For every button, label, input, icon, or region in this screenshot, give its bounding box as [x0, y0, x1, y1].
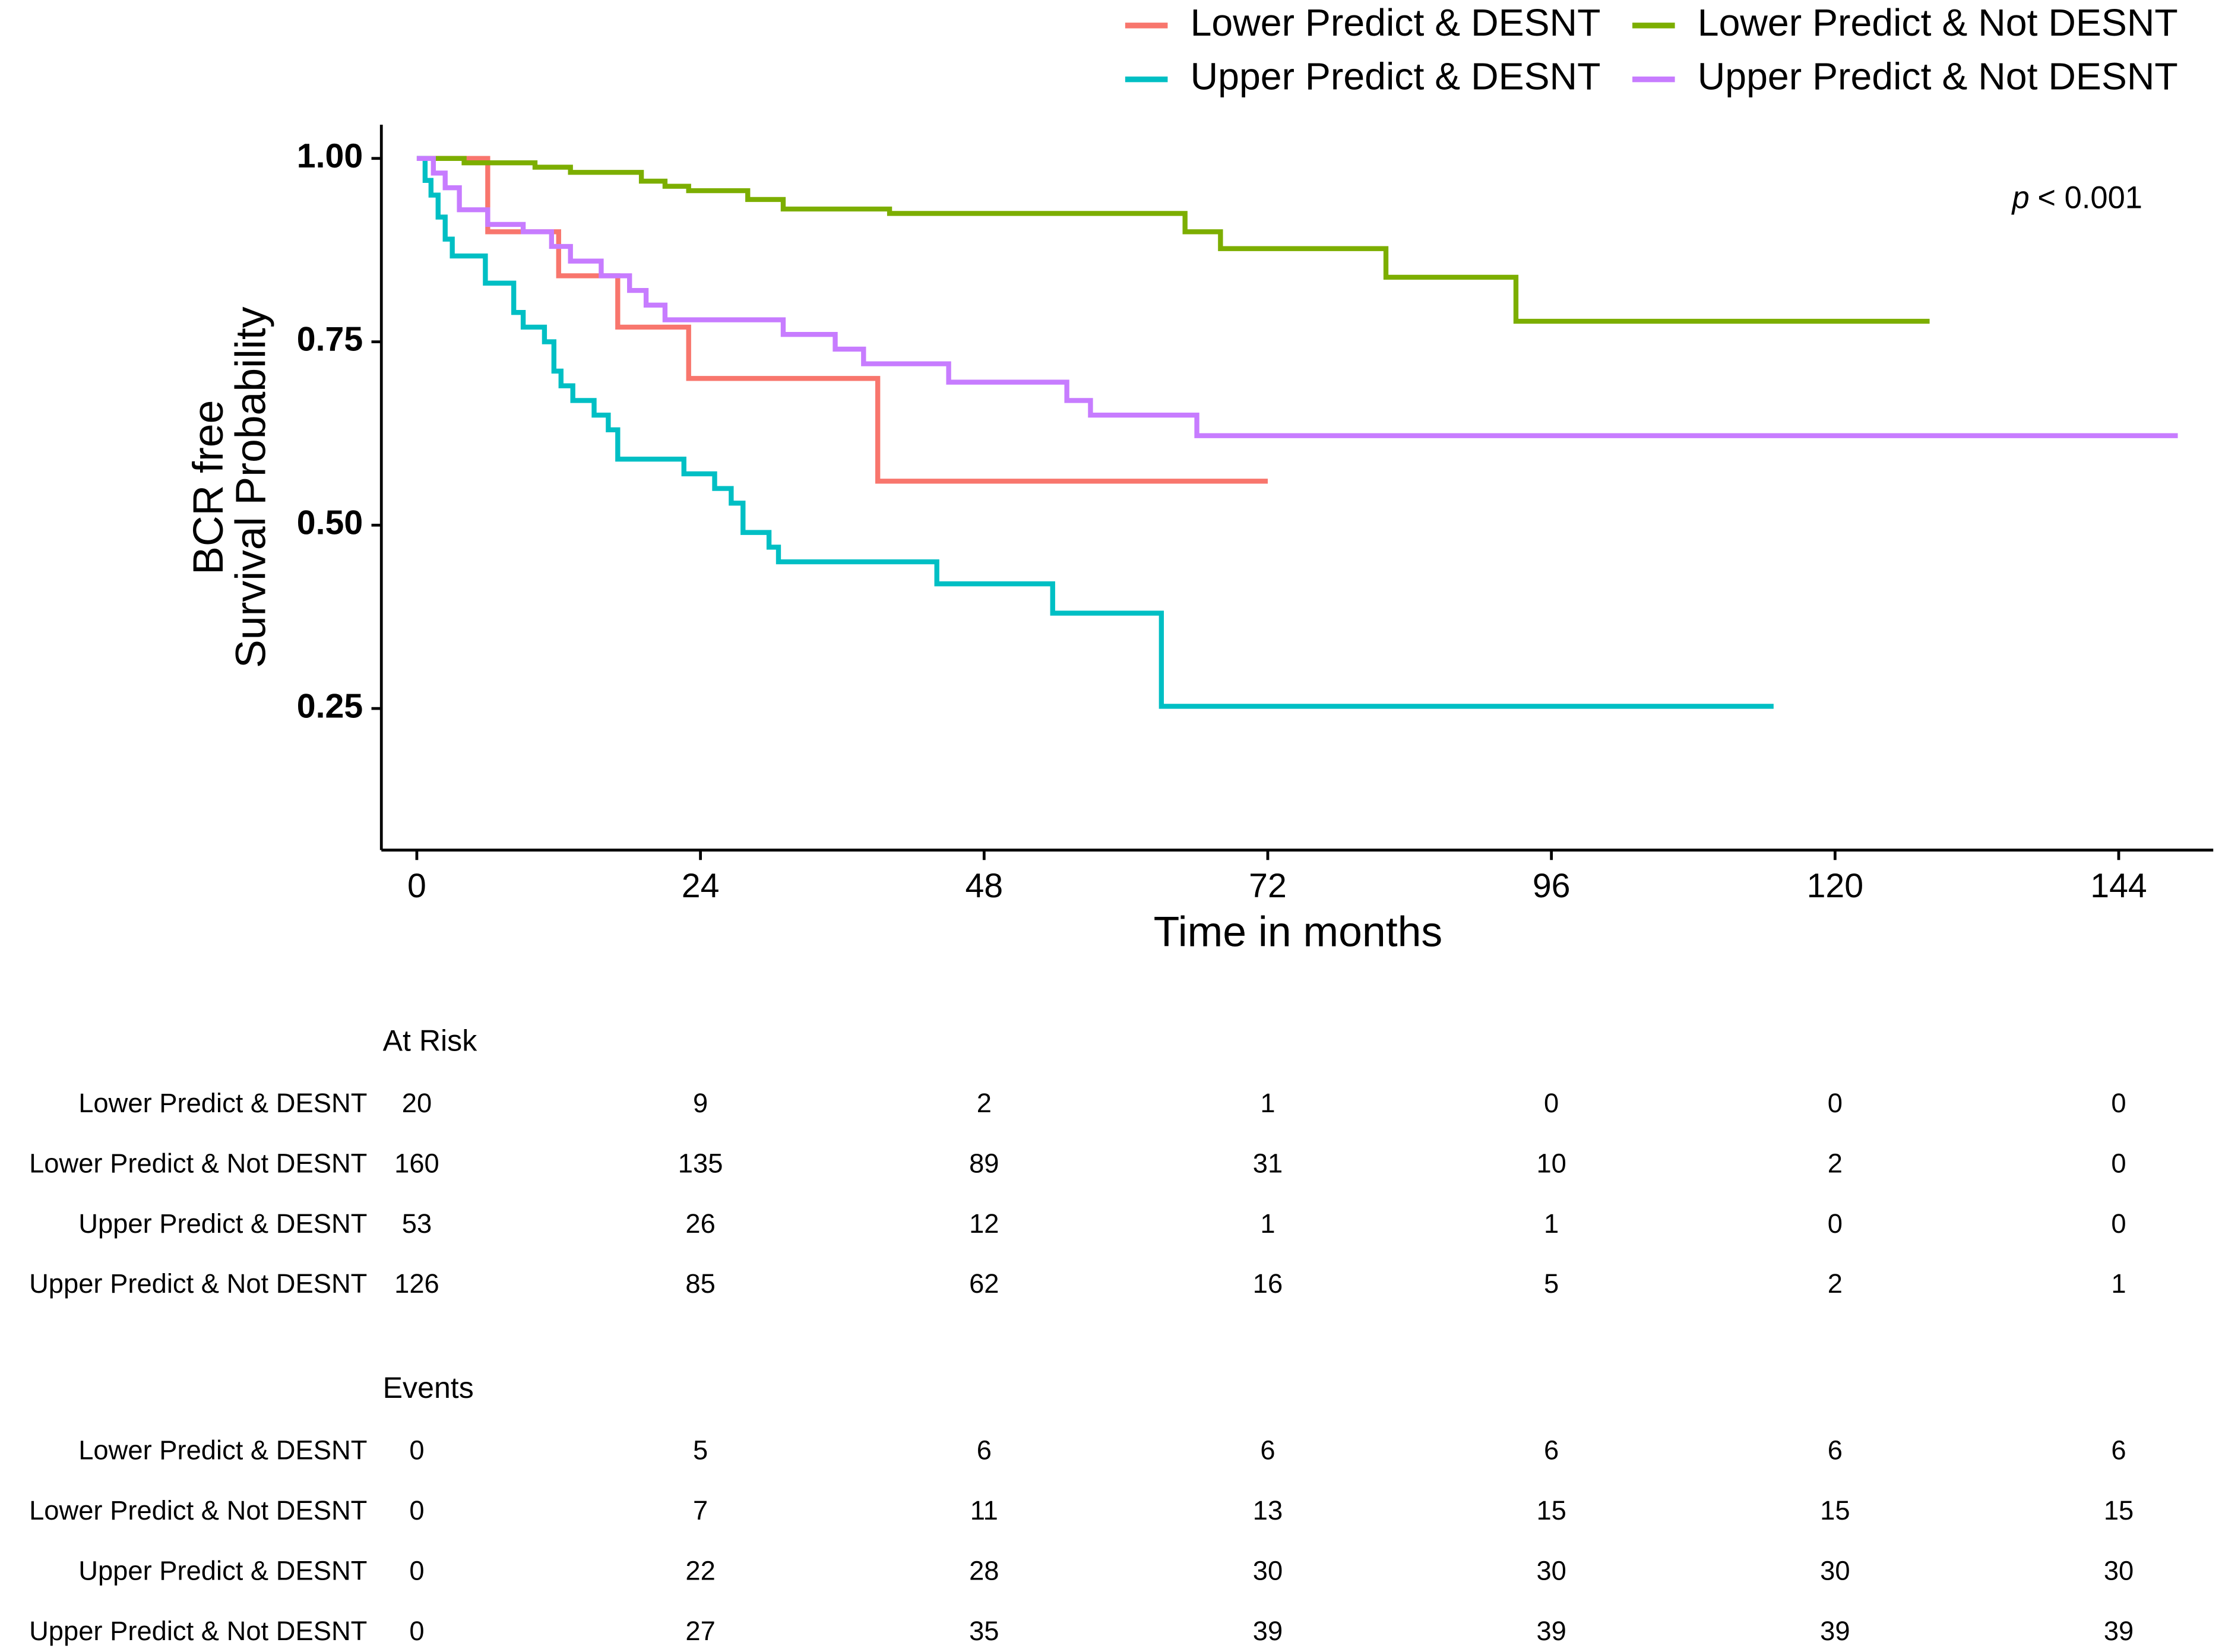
table-cell: 13 [1253, 1495, 1283, 1526]
table-cell: 1 [1544, 1208, 1559, 1239]
table-cell: 5 [693, 1435, 708, 1466]
table-row-label: Upper Predict & DESNT [78, 1208, 367, 1239]
table-cell: 0 [409, 1616, 424, 1646]
table-row-label: Upper Predict & DESNT [78, 1555, 367, 1585]
table-cell: 160 [394, 1148, 439, 1178]
table-cell: 9 [693, 1088, 708, 1118]
table-cell: 89 [969, 1148, 999, 1178]
table-cell: 1 [1260, 1088, 1275, 1118]
table-row-label: Upper Predict & Not DESNT [29, 1268, 367, 1299]
table-cell: 28 [969, 1555, 999, 1585]
x-tick-label: 72 [1249, 867, 1287, 905]
table-cell: 27 [685, 1616, 715, 1646]
table-cell: 2 [977, 1088, 992, 1118]
table-cell: 30 [1253, 1555, 1283, 1585]
y-tick-label: 0.75 [297, 321, 363, 359]
survival-curve [416, 156, 1774, 709]
x-tick-label: 0 [407, 867, 426, 905]
x-tick-label: 120 [1807, 867, 1864, 905]
table-cell: 6 [1260, 1435, 1275, 1466]
table-cell: 0 [409, 1435, 424, 1466]
x-tick-label: 96 [1533, 867, 1571, 905]
table-cell: 0 [409, 1555, 424, 1585]
table-row-label: Upper Predict & Not DESNT [29, 1616, 367, 1646]
table-cell: 35 [969, 1616, 999, 1646]
legend-label: Upper Predict & DESNT [1191, 55, 1601, 98]
table-cell: 31 [1253, 1148, 1283, 1178]
table-cell: 0 [409, 1495, 424, 1526]
table-cell: 0 [2111, 1088, 2126, 1118]
table-cell: 62 [969, 1268, 999, 1299]
table-cell: 39 [1820, 1616, 1850, 1646]
table-row-label: Lower Predict & DESNT [78, 1088, 367, 1118]
table-title: Events [383, 1371, 474, 1404]
y-tick-label: 0.25 [297, 687, 363, 725]
survival-curve [416, 156, 1930, 324]
legend-label: Lower Predict & Not DESNT [1698, 1, 2178, 44]
survival-curve [416, 156, 2178, 438]
table-cell: 15 [1820, 1495, 1850, 1526]
table-cell: 30 [1820, 1555, 1850, 1585]
legend-label: Upper Predict & Not DESNT [1698, 55, 2178, 98]
table-cell: 30 [2104, 1555, 2134, 1585]
table-cell: 6 [2111, 1435, 2126, 1466]
table-cell: 6 [977, 1435, 992, 1466]
table-cell: 39 [2104, 1616, 2134, 1646]
table-cell: 0 [1828, 1208, 1843, 1239]
x-tick-label: 144 [2090, 867, 2147, 905]
table-cell: 126 [394, 1268, 439, 1299]
table-title: At Risk [383, 1024, 478, 1057]
table-cell: 0 [2111, 1208, 2126, 1239]
table-cell: 10 [1536, 1148, 1566, 1178]
table-cell: 53 [402, 1208, 432, 1239]
legend-label: Lower Predict & DESNT [1191, 1, 1601, 44]
table-cell: 7 [693, 1495, 708, 1526]
table-cell: 2 [1828, 1148, 1843, 1178]
table-cell: 12 [969, 1208, 999, 1239]
table-cell: 6 [1828, 1435, 1843, 1466]
table-cell: 2 [1828, 1268, 1843, 1299]
table-row-label: Lower Predict & Not DESNT [29, 1495, 367, 1526]
y-axis-title: Survival Probability [227, 306, 274, 668]
table-cell: 26 [685, 1208, 715, 1239]
annotation: < 0.001 [2037, 180, 2142, 215]
table-row-label: Lower Predict & DESNT [78, 1435, 367, 1466]
table-cell: 22 [685, 1555, 715, 1585]
y-axis-title: BCR free [185, 400, 232, 575]
table-cell: 1 [1260, 1208, 1275, 1239]
y-tick-label: 0.50 [297, 504, 363, 542]
table-cell: 1 [2111, 1268, 2126, 1299]
table-cell: 0 [1828, 1088, 1843, 1118]
table-cell: 16 [1253, 1268, 1283, 1299]
x-tick-label: 48 [965, 867, 1003, 905]
table-cell: 6 [1544, 1435, 1559, 1466]
table-cell: 11 [970, 1495, 998, 1526]
table-cell: 15 [2104, 1495, 2134, 1526]
x-axis-title: Time in months [1154, 909, 1443, 956]
table-cell: 0 [1544, 1088, 1559, 1118]
table-cell: 39 [1253, 1616, 1283, 1646]
table-cell: 85 [685, 1268, 715, 1299]
table-cell: 135 [678, 1148, 723, 1178]
x-tick-label: 24 [682, 867, 720, 905]
table-cell: 15 [1536, 1495, 1566, 1526]
y-tick-label: 1.00 [297, 137, 363, 175]
table-cell: 0 [2111, 1148, 2126, 1178]
annotation: p [2011, 180, 2029, 215]
table-cell: 5 [1544, 1268, 1559, 1299]
table-cell: 30 [1536, 1555, 1566, 1585]
table-cell: 39 [1536, 1616, 1566, 1646]
table-cell: 20 [402, 1088, 432, 1118]
table-row-label: Lower Predict & Not DESNT [29, 1148, 367, 1178]
